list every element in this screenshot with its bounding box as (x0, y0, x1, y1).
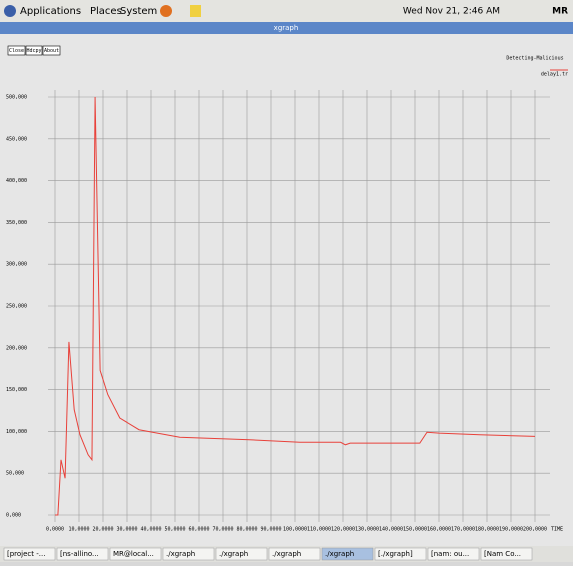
window-title: xgraph (274, 24, 299, 32)
editor-icon[interactable] (190, 5, 201, 17)
user[interactable]: MR (552, 7, 568, 17)
taskbar-item[interactable] (480, 547, 533, 561)
taskbar-item[interactable] (374, 547, 427, 561)
x-tick-label: 20,0000 (92, 527, 113, 533)
button-label[interactable]: Close (9, 48, 24, 54)
taskbar-label[interactable]: [nam: ou... (431, 550, 469, 558)
firefox-icon[interactable] (160, 5, 172, 17)
x-tick-label: 30,0000 (116, 527, 137, 533)
button-label[interactable]: Hdcpy (26, 48, 41, 54)
legend-label: delay1.tr (541, 72, 568, 78)
x-tick-label: 0,0000 (46, 527, 64, 533)
taskbar-label[interactable]: ./xgraph (166, 550, 195, 558)
taskbar-item[interactable] (162, 547, 215, 561)
taskbar-item[interactable] (321, 547, 374, 561)
x-tick-label: 140,0000 (379, 527, 403, 533)
y-tick-label: 350,000 (6, 220, 27, 226)
y-tick-label: 200,000 (6, 345, 27, 351)
x-tick-label: 90,0000 (260, 527, 281, 533)
taskbar-item[interactable] (109, 547, 162, 561)
x-tick-label: 110,0000 (307, 527, 331, 533)
x-tick-label: 170,0000 (451, 527, 475, 533)
button[interactable] (7, 45, 26, 56)
taskbar-item[interactable] (215, 547, 268, 561)
clock[interactable]: Wed Nov 21, 2:46 AM (403, 7, 500, 17)
x-tick-label: 10,0000 (68, 527, 89, 533)
button[interactable] (25, 45, 43, 56)
x-tick-label: 60,0000 (188, 527, 209, 533)
y-tick-label: 450,000 (6, 136, 27, 142)
heading: Detecting-Malicious (506, 56, 563, 62)
x-tick-label: 50,0000 (164, 527, 185, 533)
x-tick-label: 160,0000 (427, 527, 451, 533)
foot-icon (4, 5, 16, 17)
y-tick-label: 300,000 (6, 262, 27, 268)
taskbar-label[interactable]: MR@local... (113, 550, 154, 558)
data-line (55, 96, 536, 516)
y-tick-label: 150,000 (6, 387, 27, 393)
x-tick-label: 80,0000 (236, 527, 257, 533)
x-axis-label: TIME (551, 527, 563, 533)
menu[interactable]: Places (90, 6, 122, 17)
taskbar-item[interactable] (56, 547, 109, 561)
x-tick-label: 130,0000 (355, 527, 379, 533)
title-bar (0, 22, 573, 34)
x-tick-label: 100,0000 (283, 527, 307, 533)
y-tick-label: 0,000 (6, 513, 21, 519)
taskbar-label[interactable]: ./xgraph (219, 550, 248, 558)
x-tick-label: 150,0000 (403, 527, 427, 533)
taskbar-label[interactable]: ./xgraph (272, 550, 301, 558)
y-tick-label: 250,000 (6, 304, 27, 310)
x-tick-label: 70,0000 (212, 527, 233, 533)
taskbar-label[interactable]: [project -... (7, 550, 45, 558)
y-tick-label: 50,000 (6, 471, 24, 477)
menu[interactable]: Applications (20, 6, 81, 17)
taskbar-item[interactable] (427, 547, 480, 561)
taskbar-label[interactable]: [Nam Co... (484, 550, 521, 558)
button[interactable] (42, 45, 61, 56)
top-panel (0, 0, 573, 22)
y-tick-label: 500,000 (6, 95, 27, 101)
menu[interactable]: System (120, 6, 157, 17)
y-tick-label: 100,000 (6, 429, 27, 435)
x-tick-label: 190,0000 (499, 527, 523, 533)
button-label[interactable]: About (44, 48, 59, 54)
taskbar-item[interactable] (3, 547, 56, 561)
x-tick-label: 40,0000 (140, 527, 161, 533)
taskbar-item[interactable] (268, 547, 321, 561)
x-tick-label: 120,0000 (331, 527, 355, 533)
y-tick-label: 400,000 (6, 178, 27, 184)
x-tick-label: 200,0000 (523, 527, 547, 533)
taskbar-label[interactable]: [ns-allino... (60, 550, 99, 558)
taskbar-label[interactable]: ./xgraph (325, 550, 354, 558)
taskbar-label[interactable]: [./xgraph] (378, 550, 413, 558)
x-tick-label: 180,0000 (475, 527, 499, 533)
